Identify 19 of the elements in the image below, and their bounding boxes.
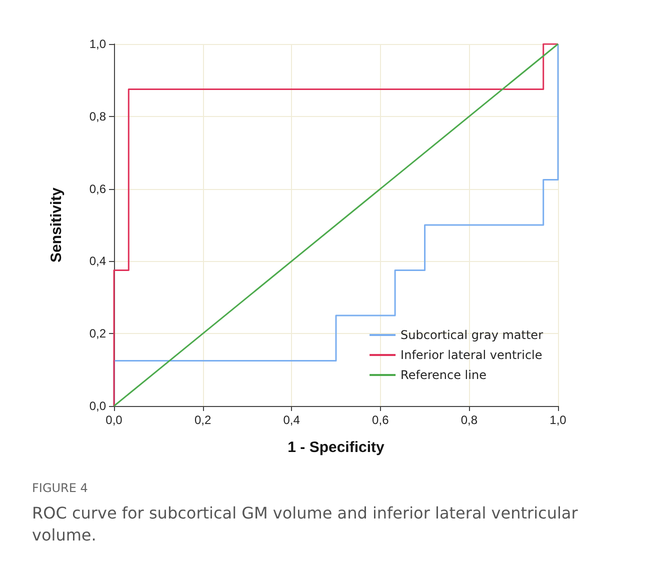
x-tick-label: 1,0 [550,413,567,427]
x-axis-title: 1 - Specificity [288,439,386,456]
y-tick-label: 0,2 [89,326,106,341]
x-tick-label: 0,2 [194,413,212,427]
x-tick-label: 0,8 [460,413,478,427]
text: ROC curve for subcortical GM volume and inferior lateral ventricular volume. [32,504,583,544]
caption: FIGURE 4 [32,481,88,495]
x-tick-label: 0,0 [106,413,123,427]
y-tick-label: 0,6 [89,182,106,196]
x-tick-label: 0,4 [283,413,300,427]
x-tick-label: 0,6 [372,413,390,427]
y-tick-label: 0,0 [89,399,106,413]
y-tick-label: 1,0 [89,37,106,51]
y-axis-title: Sensitivity [48,186,65,263]
y-tick-label: 0,8 [89,109,106,124]
legend-label: Inferior lateral ventricle [400,348,542,362]
legend-label: Subcortical gray matter [400,328,544,342]
y-tick-label: 0,4 [89,254,106,268]
legend-label: Reference line [400,368,486,382]
